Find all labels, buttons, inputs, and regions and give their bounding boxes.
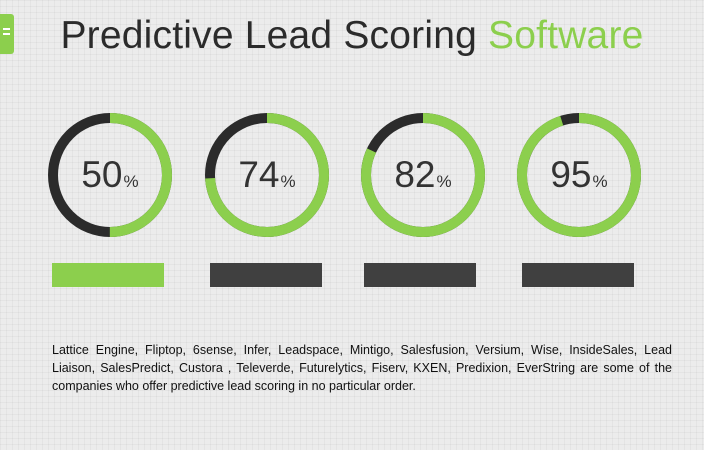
selector-bar-3[interactable] <box>364 263 476 287</box>
menu-icon <box>3 28 10 30</box>
gauge-4: 95% <box>517 113 641 237</box>
gauge-progress <box>361 113 485 237</box>
title-accent: Software <box>488 14 644 57</box>
gauge-value: 95% <box>517 113 641 237</box>
page-title: Predictive Lead Scoring Software <box>0 14 704 58</box>
gauge-1: 50% <box>48 113 172 237</box>
gauge-number: 50 <box>81 154 123 195</box>
gauge-progress <box>48 113 172 237</box>
description-text: Lattice Engine, Fliptop, 6sense, Infer, … <box>52 342 672 393</box>
gauge-ring <box>48 113 172 237</box>
gauge-number: 74 <box>238 154 280 195</box>
gauge-number: 95 <box>550 154 592 195</box>
selector-bar-1[interactable] <box>52 263 164 287</box>
gauge-unit: % <box>436 172 452 191</box>
gauge-2: 74% <box>205 113 329 237</box>
gauge-ring <box>517 113 641 237</box>
menu-icon-line <box>3 33 10 35</box>
gauge-3: 82% <box>361 113 485 237</box>
selector-bar-2[interactable] <box>210 263 322 287</box>
selector-bar-4[interactable] <box>522 263 634 287</box>
gauge-progress <box>517 113 641 237</box>
gauge-progress <box>205 113 329 237</box>
gauge-value: 74% <box>205 113 329 237</box>
gauge-unit: % <box>280 172 296 191</box>
gauge-value: 82% <box>361 113 485 237</box>
menu-tab[interactable] <box>0 14 14 54</box>
gauge-number: 82 <box>394 154 436 195</box>
gauge-unit: % <box>592 172 608 191</box>
gauge-unit: % <box>123 172 139 191</box>
gauge-value: 50% <box>48 113 172 237</box>
title-main: Predictive Lead Scoring <box>60 14 477 57</box>
gauge-ring <box>361 113 485 237</box>
gauge-ring <box>205 113 329 237</box>
